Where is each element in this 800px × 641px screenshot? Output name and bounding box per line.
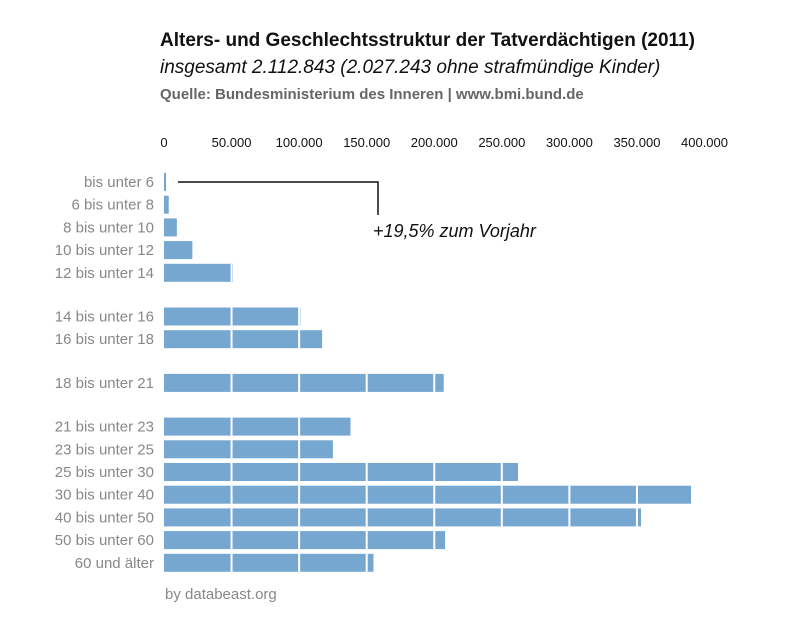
x-tick-label: 250.000 bbox=[478, 135, 525, 150]
chart-subtitle: insgesamt 2.112.843 (2.027.243 ohne stra… bbox=[160, 57, 661, 78]
category-label: 60 und älter bbox=[75, 555, 154, 572]
category-label: 8 bis unter 10 bbox=[63, 219, 154, 236]
chart-source: Quelle: Bundesministerium des Inneren | … bbox=[160, 86, 584, 103]
bar bbox=[164, 263, 233, 282]
category-label: 14 bis unter 16 bbox=[55, 309, 154, 326]
category-label: 16 bis unter 18 bbox=[55, 331, 154, 348]
credit-text: by databeast.org bbox=[165, 586, 277, 603]
bar bbox=[164, 173, 167, 191]
category-label: bis unter 6 bbox=[84, 174, 154, 191]
bar bbox=[164, 463, 519, 481]
category-label: 21 bis unter 23 bbox=[55, 419, 154, 436]
category-label: 18 bis unter 21 bbox=[55, 375, 154, 392]
bar bbox=[164, 531, 446, 550]
bar bbox=[164, 417, 351, 436]
bar bbox=[164, 241, 193, 260]
bar bbox=[164, 373, 444, 392]
x-tick-label: 50.000 bbox=[212, 135, 252, 150]
category-label: 30 bis unter 40 bbox=[55, 487, 154, 504]
bar bbox=[164, 508, 642, 527]
bar bbox=[164, 330, 323, 349]
category-label: 6 bis unter 8 bbox=[71, 197, 154, 214]
category-label: 12 bis unter 14 bbox=[55, 265, 154, 282]
category-label: 50 bis unter 60 bbox=[55, 532, 154, 549]
x-tick-label: 0 bbox=[160, 135, 167, 150]
x-tick-label: 350.000 bbox=[613, 135, 660, 150]
bar bbox=[164, 485, 691, 504]
annotation-line bbox=[178, 181, 379, 215]
bar bbox=[164, 440, 333, 459]
bar bbox=[164, 218, 177, 237]
category-label: 40 bis unter 50 bbox=[55, 509, 154, 526]
x-tick-label: 400.000 bbox=[681, 135, 728, 150]
x-tick-label: 150.000 bbox=[343, 135, 390, 150]
bar bbox=[164, 553, 374, 572]
x-tick-label: 300.000 bbox=[546, 135, 593, 150]
annotation-text: +19,5% zum Vorjahr bbox=[373, 221, 537, 241]
category-label: 10 bis unter 12 bbox=[55, 242, 154, 259]
category-label: 23 bis unter 25 bbox=[55, 441, 154, 458]
chart-title: Alters- und Geschlechtsstruktur der Tatv… bbox=[160, 30, 695, 51]
category-label: 25 bis unter 30 bbox=[55, 464, 154, 481]
x-tick-label: 200.000 bbox=[411, 135, 458, 150]
bar bbox=[164, 195, 169, 214]
x-tick-label: 100.000 bbox=[276, 135, 323, 150]
